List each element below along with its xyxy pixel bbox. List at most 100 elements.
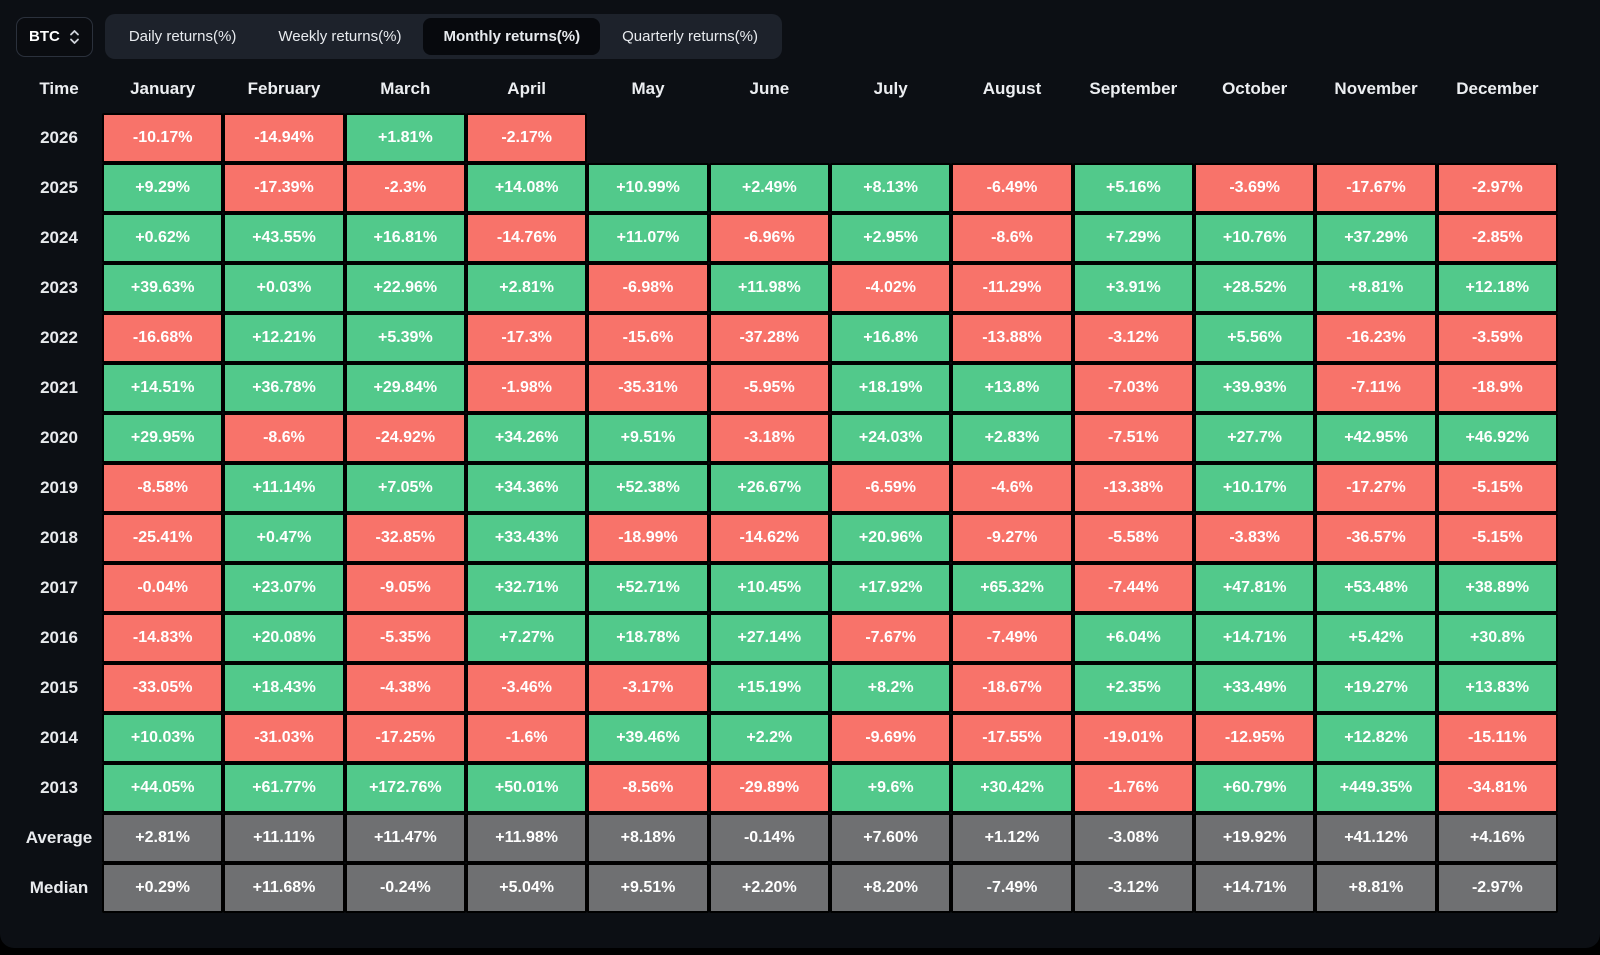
return-cell: +34.36% — [466, 463, 588, 513]
return-cell: -2.3% — [344, 163, 466, 213]
return-cell: -29.89% — [708, 763, 830, 813]
return-cell: +28.52% — [1194, 263, 1316, 313]
tab-weekly-returns[interactable]: Weekly returns(%) — [258, 18, 421, 55]
return-cell: -17.27% — [1315, 463, 1437, 513]
return-cell: -25.41% — [102, 513, 224, 563]
column-header: January — [130, 79, 196, 98]
return-cell: +33.43% — [466, 513, 588, 563]
return-cell: +61.77% — [223, 763, 345, 813]
return-cell: +2.95% — [830, 213, 952, 263]
row-label: 2015 — [40, 678, 78, 697]
return-cell: -3.59% — [1436, 313, 1558, 363]
return-cell: -13.88% — [951, 313, 1073, 363]
return-cell: -2.85% — [1436, 213, 1558, 263]
return-cell: -17.39% — [223, 163, 345, 213]
return-cell: -3.69% — [1194, 163, 1316, 213]
up-down-chevrons-icon — [69, 28, 80, 46]
return-cell: +8.13% — [830, 163, 952, 213]
return-cell: -24.92% — [344, 413, 466, 463]
return-cell: +12.21% — [223, 313, 345, 363]
empty-cell — [830, 113, 951, 163]
return-cell: +17.92% — [830, 563, 952, 613]
return-cell: +30.42% — [951, 763, 1073, 813]
return-cell: -35.31% — [587, 363, 709, 413]
return-cell: -1.98% — [466, 363, 588, 413]
return-cell: +32.71% — [466, 563, 588, 613]
row-label: Median — [29, 878, 89, 897]
empty-cell — [587, 113, 708, 163]
return-cell: -14.83% — [102, 613, 224, 663]
return-cell: -19.01% — [1072, 713, 1194, 763]
return-cell: +16.81% — [344, 213, 466, 263]
empty-cell — [1194, 113, 1315, 163]
return-cell: -5.15% — [1436, 463, 1558, 513]
return-cell: +2.83% — [951, 413, 1073, 463]
tab-monthly-returns[interactable]: Monthly returns(%) — [423, 18, 601, 55]
return-cell: +50.01% — [466, 763, 588, 813]
return-cell: -7.67% — [830, 613, 952, 663]
return-cell: +34.26% — [466, 413, 588, 463]
return-cell: +12.18% — [1436, 263, 1558, 313]
return-cell: +8.81% — [1315, 863, 1437, 913]
return-cell: +9.6% — [830, 763, 952, 813]
return-cell: -0.14% — [708, 813, 830, 863]
return-cell: -2.17% — [466, 113, 588, 163]
return-cell: -0.24% — [344, 863, 466, 913]
return-cell: +29.95% — [102, 413, 224, 463]
return-cell: -4.38% — [344, 663, 466, 713]
return-cell: -5.58% — [1072, 513, 1194, 563]
return-cell: -7.44% — [1072, 563, 1194, 613]
return-cell: +13.8% — [951, 363, 1073, 413]
return-cell: +11.47% — [344, 813, 466, 863]
return-cell: -14.94% — [223, 113, 345, 163]
return-cell: -2.97% — [1436, 863, 1558, 913]
return-cell: -3.12% — [1072, 863, 1194, 913]
return-cell: -1.76% — [1072, 763, 1194, 813]
return-cell: -18.67% — [951, 663, 1073, 713]
return-cell: +39.46% — [587, 713, 709, 763]
return-cell: -7.49% — [951, 613, 1073, 663]
return-cell: +0.62% — [102, 213, 224, 263]
return-cell: -14.76% — [466, 213, 588, 263]
return-cell: -3.46% — [466, 663, 588, 713]
return-cell: -3.17% — [587, 663, 709, 713]
return-cell: +52.71% — [587, 563, 709, 613]
return-cell: +7.05% — [344, 463, 466, 513]
tab-quarterly-returns[interactable]: Quarterly returns(%) — [602, 18, 778, 55]
column-header: March — [380, 79, 431, 98]
return-cell: -17.67% — [1315, 163, 1437, 213]
return-cell: -7.49% — [951, 863, 1073, 913]
return-cell: +18.43% — [223, 663, 345, 713]
return-cell: -1.6% — [466, 713, 588, 763]
return-cell: -17.3% — [466, 313, 588, 363]
return-cell: +60.79% — [1194, 763, 1316, 813]
return-cell: +65.32% — [951, 563, 1073, 613]
symbol-select[interactable]: BTC — [16, 16, 93, 57]
row-label: 2014 — [40, 728, 78, 747]
return-cell: +5.56% — [1194, 313, 1316, 363]
return-cell: -18.99% — [587, 513, 709, 563]
return-cell: -5.95% — [708, 363, 830, 413]
return-cell: +30.8% — [1436, 613, 1558, 663]
return-cell: -17.25% — [344, 713, 466, 763]
return-cell: +10.17% — [1194, 463, 1316, 513]
return-cell: -31.03% — [223, 713, 345, 763]
return-cell: +2.20% — [708, 863, 830, 913]
return-cell: +2.81% — [102, 813, 224, 863]
return-cell: -6.98% — [587, 263, 709, 313]
return-cell: +20.96% — [830, 513, 952, 563]
return-cell: -3.12% — [1072, 313, 1194, 363]
return-cell: +2.49% — [708, 163, 830, 213]
return-cell: +39.93% — [1194, 363, 1316, 413]
return-cell: +24.03% — [830, 413, 952, 463]
return-cell: -8.6% — [223, 413, 345, 463]
return-cell: +10.99% — [587, 163, 709, 213]
column-header: August — [982, 79, 1042, 98]
return-cell: +12.82% — [1315, 713, 1437, 763]
empty-cell — [1073, 113, 1194, 163]
tab-daily-returns[interactable]: Daily returns(%) — [109, 18, 257, 55]
period-tabs: Daily returns(%) Weekly returns(%) Month… — [104, 14, 782, 59]
return-cell: -8.58% — [102, 463, 224, 513]
return-cell: -15.6% — [587, 313, 709, 363]
return-cell: +6.04% — [1072, 613, 1194, 663]
